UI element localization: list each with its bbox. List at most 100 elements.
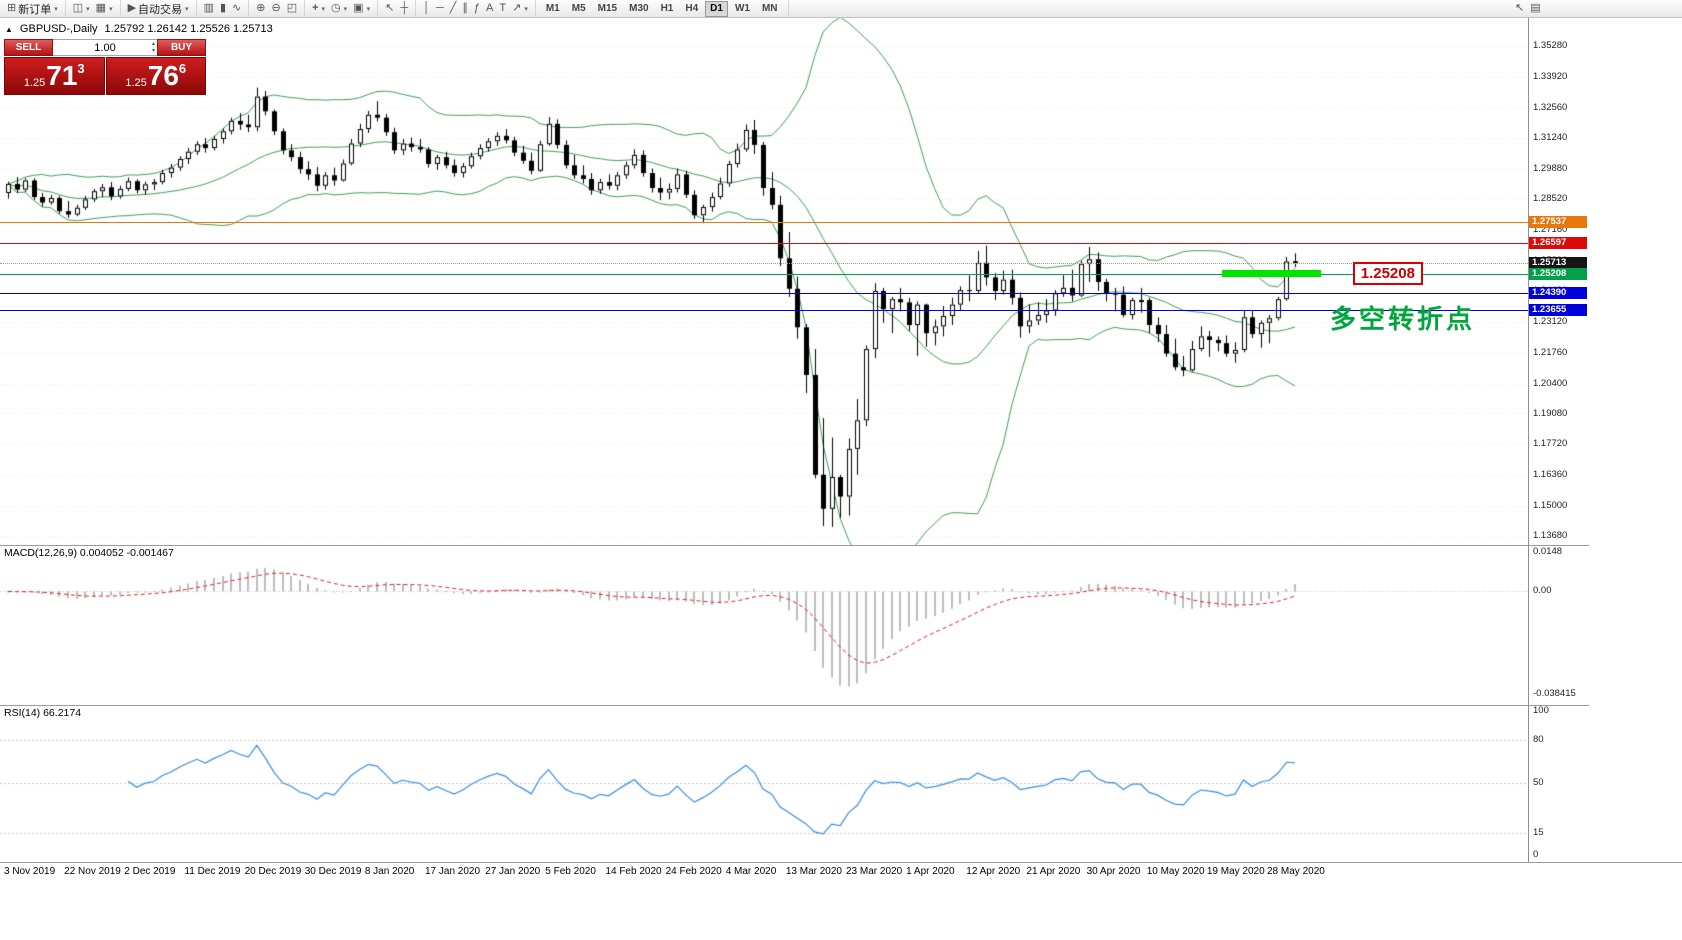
timeframe-button-d1[interactable]: D1: [705, 0, 728, 17]
autotrading-button[interactable]: ▶ 自动交易 ▾: [125, 1, 192, 16]
timeframe-button-m5[interactable]: M5: [571, 2, 586, 14]
cursor-group: ↖ ┼: [378, 0, 417, 17]
date-label: 12 Apr 2020: [966, 866, 1021, 877]
autotrading-button-label: 自动交易: [138, 3, 183, 16]
volume-spinner[interactable]: ▴ ▾: [152, 41, 155, 55]
text-button[interactable]: A: [483, 1, 496, 16]
symbol-label: GBPUSD-,Daily: [19, 23, 98, 35]
camera-icon: ▤: [1530, 2, 1541, 14]
channel-button[interactable]: ∥: [459, 1, 471, 16]
zoom-in-button[interactable]: ⊕: [253, 1, 268, 16]
annotation-text[interactable]: 多空转折点: [1330, 304, 1476, 334]
rsi-scale-label: 15: [1533, 827, 1544, 839]
support-highlight-line[interactable]: [1222, 270, 1321, 278]
date-label: 19 May 2020: [1206, 866, 1265, 877]
arrows-icon: ↗: [512, 2, 522, 14]
sell-price-button[interactable]: 1.25 71 3: [4, 57, 105, 95]
fibonacci-button[interactable]: ƒ: [471, 1, 483, 16]
price-tick-label: 1.21760: [1533, 346, 1568, 358]
macd-scale-label: -0.038415: [1533, 688, 1576, 699]
timeframe-button-mn[interactable]: MN: [761, 2, 778, 14]
price-scale[interactable]: 1.35280 1.33920 1.32560 1.31240 1.29880 1.285…: [1529, 17, 1589, 862]
profiles-button[interactable]: ▦ ▾: [93, 1, 116, 16]
label-button[interactable]: T: [496, 1, 509, 16]
channel-icon: ∥: [462, 2, 468, 14]
bar-chart-button[interactable]: ▥: [201, 1, 217, 16]
trendline-button[interactable]: ╱: [447, 1, 460, 16]
volume-spin-down-icon[interactable]: ▾: [151, 48, 155, 54]
cursor-button[interactable]: ↖: [382, 1, 397, 16]
timeframe-button-h1[interactable]: H1: [660, 2, 674, 14]
oct-collapse-icon[interactable]: ▲: [5, 24, 13, 34]
candlestick-chart-canvas[interactable]: [0, 17, 1528, 545]
text-icon: A: [486, 2, 494, 14]
new-order-button[interactable]: ⊞ 新订单 ▾: [4, 1, 61, 16]
horizontal-line-button[interactable]: ─: [433, 1, 447, 16]
dropdown-caret-icon: ▾: [524, 5, 528, 13]
crosshair-button[interactable]: ┼: [397, 1, 411, 16]
dropdown-caret-icon: ▾: [109, 5, 113, 13]
indicators-icon: +: [312, 2, 319, 14]
sell-price-int: 1.25: [23, 77, 46, 89]
zoom-group: ⊕ ⊖ ◰: [249, 0, 306, 17]
chart-window: ▲ GBPUSD-,Daily 1.25792 1.26142 1.25526 …: [0, 17, 1682, 940]
arrows-button[interactable]: ↗ ▾: [509, 1, 531, 16]
timeframe-button-m15[interactable]: M15: [597, 2, 618, 14]
rsi-scale-label: 100: [1533, 705, 1549, 716]
cursor-icon: ↖: [385, 2, 395, 14]
dropdown-caret-icon: ▾: [86, 5, 90, 13]
volume-spin-up-icon[interactable]: ▴: [151, 41, 155, 47]
rsi-chart-canvas[interactable]: [0, 705, 1528, 862]
rsi-scale-label: 80: [1533, 733, 1544, 745]
help-pointer-button[interactable]: ↖: [1512, 1, 1527, 16]
buy-price-big: 76: [147, 60, 179, 91]
tile-windows-icon: ◰: [286, 2, 298, 14]
time-axis[interactable]: 3 Nov 2019 22 Nov 2019 2 Dec 2019 11 Dec 20…: [0, 862, 1682, 881]
buy-price-sup: 6: [178, 61, 187, 76]
chart-title: ▲ GBPUSD-,Daily 1.25792 1.26142 1.25526 …: [5, 23, 273, 35]
price-tick-label: 1.33920: [1533, 70, 1568, 82]
timeframe-button-m1[interactable]: M1: [545, 2, 560, 14]
candlestick-button[interactable]: ▮: [217, 1, 229, 16]
one-click-trading-panel: SELL 1.00 ▴ ▾ BUY 1.25 71 3 1.25 76 6: [4, 39, 206, 95]
new-chart-button[interactable]: ◫ ▾: [70, 1, 93, 16]
snapshot-button[interactable]: ▤: [1527, 1, 1543, 16]
date-label: 5 Feb 2020: [545, 866, 596, 877]
vertical-line-button[interactable]: │: [420, 1, 433, 16]
price-callout[interactable]: 1.25208: [1352, 262, 1423, 286]
macd-scale-label: 0.0148: [1533, 546, 1563, 557]
timeframe-button-w1[interactable]: W1: [734, 2, 750, 14]
periods-button[interactable]: ◷ ▾: [328, 1, 350, 16]
line-chart-button[interactable]: ∿: [229, 1, 244, 16]
sell-button[interactable]: SELL: [4, 39, 53, 56]
dropdown-caret-icon: ▾: [321, 5, 326, 13]
date-label: 4 Mar 2020: [725, 866, 777, 877]
volume-input[interactable]: 1.00 ▴ ▾: [53, 39, 157, 56]
timeframe-group: M1 M5 M15 M30 H1 H4 D1 W1 MN: [536, 0, 789, 17]
date-label: 20 Dec 2019: [244, 866, 302, 877]
price-tick-label: 1.19080: [1533, 407, 1568, 419]
fibonacci-icon: ƒ: [473, 2, 481, 14]
indicators-button[interactable]: + ▾: [309, 1, 328, 16]
panel-splitter[interactable]: [0, 545, 1589, 546]
zoom-out-button[interactable]: ⊖: [268, 1, 283, 16]
date-label: 24 Feb 2020: [665, 866, 722, 877]
buy-button[interactable]: BUY: [157, 39, 206, 56]
price-tick-label: 1.31240: [1533, 131, 1568, 143]
date-label: 17 Jan 2020: [425, 866, 481, 877]
timeframe-button-m30[interactable]: M30: [629, 2, 649, 14]
support-line-green-tag: 1.25208: [1529, 268, 1587, 281]
date-label: 10 May 2020: [1146, 866, 1205, 877]
resistance-line-2-tag: 1.26597: [1529, 236, 1587, 249]
price-tick-label: 1.15000: [1533, 500, 1568, 512]
templates-button[interactable]: ▣ ▾: [350, 1, 373, 16]
date-label: 28 May 2020: [1267, 866, 1325, 877]
timeframe-button-h4[interactable]: H4: [685, 2, 699, 14]
buy-price-button[interactable]: 1.25 76 6: [105, 57, 206, 95]
price-tick-label: 1.16360: [1533, 469, 1568, 481]
panel-splitter[interactable]: [0, 705, 1589, 706]
main-chart-panel: ▲ GBPUSD-,Daily 1.25792 1.26142 1.25526 …: [0, 17, 1528, 545]
tile-windows-button[interactable]: ◰: [284, 1, 300, 16]
macd-chart-canvas[interactable]: [0, 545, 1528, 705]
toolbar: ⊞ 新订单 ▾ ◫ ▾ ▦ ▾ ▶ 自动交易 ▾ ▥ ▮ ∿ ⊕ ⊖ ◰ + ▾ ◷ ▾ ▣ ▾ ↖ ┼ │ ─ ╱ ∥ ƒ A T ↗ ▾ M1…: [0, 0, 1682, 18]
